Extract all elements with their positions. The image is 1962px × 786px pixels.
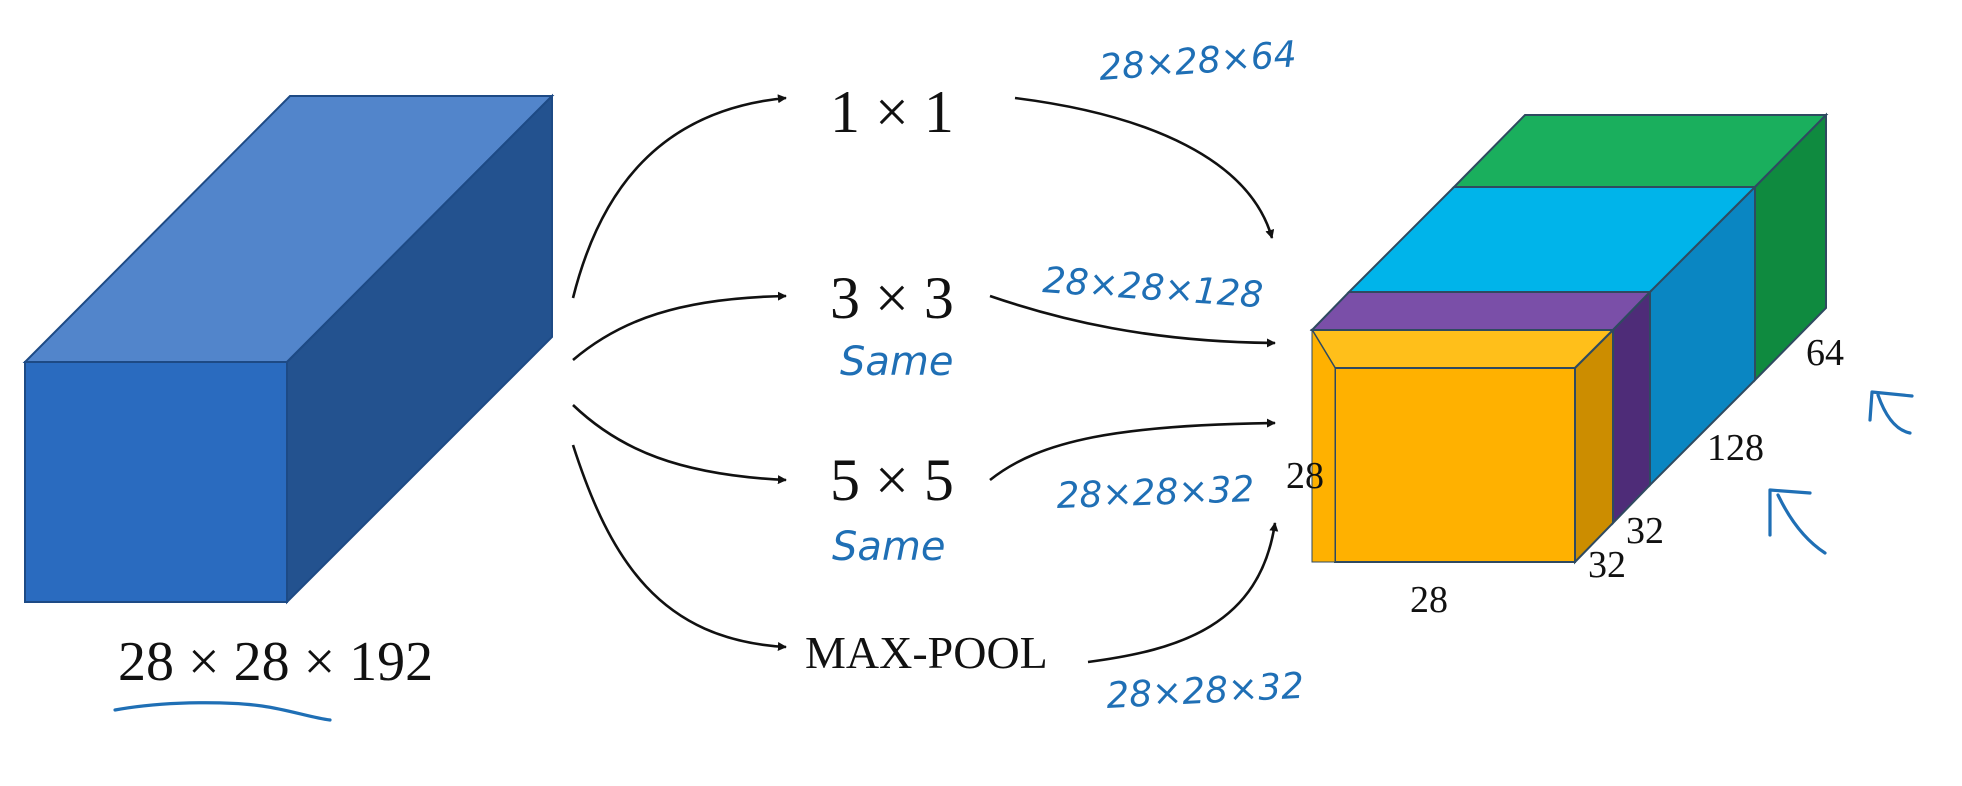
input-volume-label: 28 × 28 × 192: [118, 631, 433, 693]
arrow-5x5-to-output: [989, 418, 1276, 482]
output-depth-label-5x5: 32: [1626, 510, 1664, 552]
input-label-underline: [113, 701, 332, 722]
op-label-maxpool: MAX-POOL: [805, 627, 1048, 678]
arrow-input-to-5x5: [572, 404, 787, 485]
output-volume: [1309, 112, 1829, 565]
arrow-input-to-1x1: [571, 94, 787, 299]
output-height-label: 28: [1286, 455, 1324, 497]
output-orange-top-left: [1311, 328, 1336, 563]
pointer-arrow-128: [1768, 488, 1827, 555]
op-label-5x5: 5 × 5: [830, 447, 954, 513]
arrow-3x3-to-output: [989, 294, 1276, 348]
output-purple-side: [1612, 289, 1651, 526]
arrow-input-to-maxpool: [571, 444, 787, 652]
output-note-maxpool: 28×28×32: [1105, 666, 1305, 717]
op-note-3x3: Same: [840, 339, 953, 385]
output-note-5x5: 28×28×32: [1056, 469, 1255, 517]
input-volume: [22, 93, 555, 605]
op-note-5x5: Same: [832, 524, 945, 570]
arrow-maxpool-to-output: [1087, 522, 1279, 664]
op-label-1x1: 1 × 1: [830, 79, 954, 145]
input-arrows: [571, 94, 787, 652]
output-note-1x1: 28×28×64: [1098, 34, 1298, 89]
output-note-3x3: 28×28×128: [1041, 260, 1264, 316]
pointer-arrows: [1768, 390, 1914, 555]
output-purple-top: [1309, 291, 1653, 331]
output-depth-label-maxpool: 32: [1588, 544, 1626, 586]
output-orange-front: [1334, 367, 1576, 563]
output-depth-label-3x3: 128: [1707, 427, 1764, 469]
pointer-arrow-64: [1868, 390, 1914, 435]
arrow-1x1-to-output: [1014, 96, 1275, 239]
output-width-label: 28: [1410, 579, 1448, 621]
input-volume-front-face: [24, 361, 288, 603]
arrow-input-to-3x3: [572, 291, 787, 361]
output-orange-top: [1310, 329, 1616, 369]
output-arrows: [989, 96, 1279, 664]
output-orange-side: [1574, 327, 1614, 565]
output-depth-label-1x1: 64: [1806, 332, 1844, 374]
op-label-3x3: 3 × 3: [830, 265, 954, 331]
